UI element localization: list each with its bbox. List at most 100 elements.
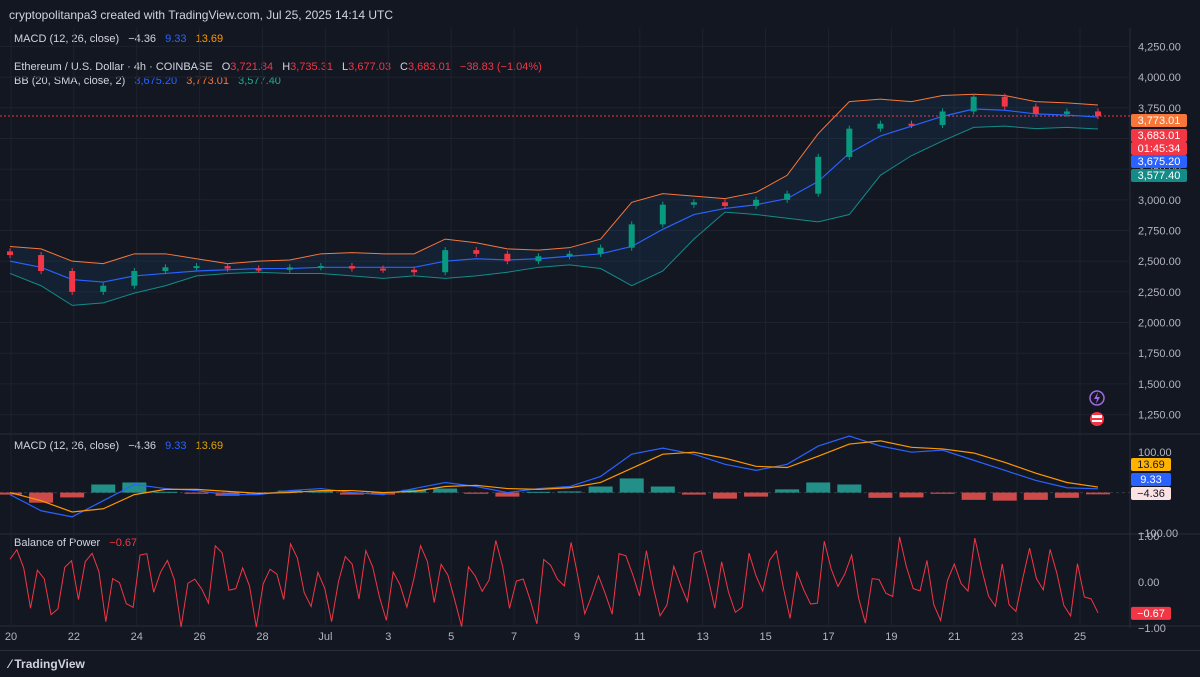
- price-axis-tick: 2,750.00: [1138, 226, 1181, 238]
- candle[interactable]: [504, 253, 511, 262]
- macd-histogram-bar: [0, 492, 22, 495]
- candle[interactable]: [442, 250, 449, 273]
- macd-pane-legend[interactable]: MACD (12, 26, close) −4.36 9.33 13.69: [14, 440, 229, 452]
- macd-axis-tick: −100.00: [1138, 528, 1178, 540]
- macd-histogram-bar: [992, 492, 1017, 501]
- price-badge-text: 3,675.20: [1138, 156, 1181, 168]
- candle[interactable]: [411, 269, 418, 273]
- price-pane[interactable]: [0, 93, 1130, 306]
- lightning-icon[interactable]: [1089, 390, 1105, 406]
- price-axis-tick: 1,500.00: [1138, 379, 1181, 391]
- axes: 4,250.004,000.003,750.003,500.003,250.00…: [5, 41, 1181, 643]
- time-axis-tick: 5: [448, 631, 454, 643]
- bop-pane-legend[interactable]: Balance of Power −0.67: [14, 537, 143, 549]
- macd-histogram-bar: [806, 482, 831, 493]
- candle[interactable]: [38, 255, 45, 271]
- candle[interactable]: [566, 253, 573, 257]
- candle[interactable]: [597, 247, 604, 254]
- macd-histogram-bar: [495, 492, 520, 497]
- candle[interactable]: [753, 199, 760, 206]
- bop-pane[interactable]: [9, 536, 1099, 628]
- price-badge: [1131, 169, 1187, 182]
- macd-badge-text: −4.36: [1137, 488, 1165, 500]
- time-axis-tick: 19: [885, 631, 897, 643]
- candle[interactable]: [380, 268, 387, 271]
- candle[interactable]: [628, 224, 635, 248]
- candle[interactable]: [1063, 111, 1070, 114]
- bb-basis-line: [9, 108, 1099, 283]
- chart-canvas[interactable]: 4,250.004,000.003,750.003,500.003,250.00…: [0, 28, 1200, 650]
- candle[interactable]: [100, 285, 107, 292]
- macd-top-name: MACD (12, 26, close): [14, 33, 120, 45]
- footer-bar: ⁄‍‍ TradingView: [0, 650, 1200, 677]
- macd-histogram-bar: [775, 489, 800, 493]
- macd-histogram-bar: [122, 482, 147, 493]
- candle[interactable]: [255, 268, 262, 271]
- bop-name: Balance of Power: [14, 537, 101, 549]
- candle[interactable]: [7, 251, 13, 256]
- candle[interactable]: [286, 267, 293, 270]
- candle[interactable]: [784, 193, 791, 200]
- macd-histogram-bar: [961, 492, 986, 500]
- us-flag-icon[interactable]: [1090, 412, 1104, 426]
- candle[interactable]: [815, 156, 822, 194]
- macd-pane-macd: 9.33: [165, 440, 187, 452]
- price-badge: [1131, 142, 1187, 155]
- candle[interactable]: [939, 111, 946, 125]
- bb-legend[interactable]: BB (20, SMA, close, 2) 3,675.20 3,773.01…: [14, 75, 287, 87]
- price-axis-tick: 2,000.00: [1138, 318, 1181, 330]
- time-axis-tick: 23: [1011, 631, 1023, 643]
- macd-histogram-bar: [184, 492, 209, 494]
- macd-badge: [1131, 473, 1171, 486]
- candle[interactable]: [1032, 106, 1039, 114]
- price-axis-tick: 2,500.00: [1138, 256, 1181, 268]
- candle[interactable]: [224, 266, 231, 269]
- macd-top-legend[interactable]: MACD (12, 26, close) −4.36 9.33 13.69: [14, 33, 229, 45]
- candle[interactable]: [721, 202, 728, 206]
- low-value: 3,677.03: [348, 61, 391, 73]
- price-badge-text: 3,683.01: [1138, 130, 1181, 142]
- macd-pane[interactable]: [0, 435, 1130, 518]
- macd-histogram-bar: [930, 492, 955, 494]
- macd-pane-name: MACD (12, 26, close): [14, 440, 120, 452]
- macd-axis-tick: 100.00: [1138, 447, 1172, 459]
- candle[interactable]: [535, 256, 542, 262]
- candle[interactable]: [348, 266, 355, 269]
- price-badge-text: 3,773.01: [1138, 115, 1181, 127]
- macd-histogram-bar: [1086, 492, 1110, 495]
- macd-histogram-bar: [371, 492, 396, 495]
- candle[interactable]: [846, 128, 853, 157]
- candle[interactable]: [908, 123, 915, 126]
- time-axis-tick: 17: [822, 631, 834, 643]
- candle[interactable]: [193, 266, 200, 269]
- macd-histogram-bar: [153, 491, 178, 493]
- macd-badge: [1131, 458, 1171, 471]
- candle[interactable]: [877, 123, 884, 129]
- candle[interactable]: [473, 250, 480, 254]
- time-axis-tick: 21: [948, 631, 960, 643]
- tradingview-logo[interactable]: ⁄‍‍ TradingView: [9, 657, 85, 671]
- macd-histogram-bar: [899, 492, 924, 498]
- macd-histogram-bar: [650, 486, 675, 493]
- candle[interactable]: [131, 271, 138, 286]
- candle[interactable]: [970, 96, 977, 112]
- candle[interactable]: [1001, 96, 1008, 107]
- macd-top-macd: 9.33: [165, 33, 187, 45]
- bb-basis: 3,675.20: [134, 75, 178, 87]
- candle[interactable]: [690, 202, 697, 205]
- candle[interactable]: [69, 271, 76, 292]
- time-axis-tick: 9: [574, 631, 580, 643]
- candle[interactable]: [659, 204, 666, 225]
- macd-histogram-bar: [29, 492, 54, 503]
- candle[interactable]: [1095, 111, 1101, 116]
- candle[interactable]: [162, 267, 169, 271]
- macd-badge-text: 9.33: [1140, 474, 1161, 486]
- candle[interactable]: [317, 266, 324, 269]
- bop-axis-tick: 0.00: [1138, 577, 1159, 589]
- bop-axis-tick: 1.00: [1138, 531, 1159, 543]
- price-axis-tick: 1,250.00: [1138, 410, 1181, 422]
- macd-histogram-bar: [557, 491, 582, 493]
- chart-icons[interactable]: [1089, 390, 1105, 426]
- close-value: 3,683.01: [408, 61, 451, 73]
